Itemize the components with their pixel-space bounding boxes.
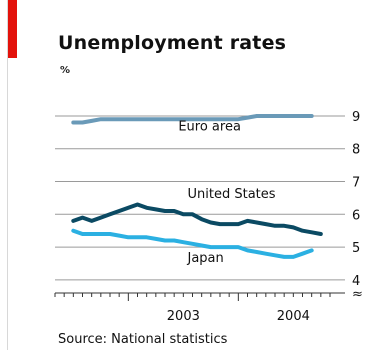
y-tick-label: 4 <box>352 274 360 289</box>
series-label-2: Japan <box>187 251 224 266</box>
y-tick-labels: 4 5 6 7 8 9 ≈ <box>352 110 363 302</box>
brand-tab <box>8 0 17 58</box>
panel-edge <box>7 0 8 350</box>
series-line-2 <box>71 228 314 259</box>
chart-title: Unemployment rates <box>58 32 287 54</box>
series-label-1: United States <box>188 187 276 202</box>
y-tick-label: 7 <box>352 176 360 191</box>
y-tick-label: 9 <box>352 110 360 125</box>
x-axis: 2003 2004 <box>54 292 345 324</box>
series-lines <box>71 114 323 259</box>
axis-break-marker: ≈ <box>352 287 363 302</box>
series-line-0 <box>71 114 314 125</box>
y-tick-label: 8 <box>352 143 360 158</box>
x-tick-label: 2003 <box>167 309 200 324</box>
series-labels: Euro area United States Japan <box>178 120 275 266</box>
x-tick-label: 2004 <box>277 309 310 324</box>
y-tick-label: 5 <box>352 241 360 256</box>
source-note: Source: National statistics <box>58 332 228 347</box>
unit-label: % <box>60 65 71 76</box>
y-tick-label: 6 <box>352 208 360 223</box>
series-label-0: Euro area <box>178 120 241 135</box>
chart-panel: Unemployment rates % Source: National st… <box>7 0 287 350</box>
series-line-1 <box>71 202 323 236</box>
